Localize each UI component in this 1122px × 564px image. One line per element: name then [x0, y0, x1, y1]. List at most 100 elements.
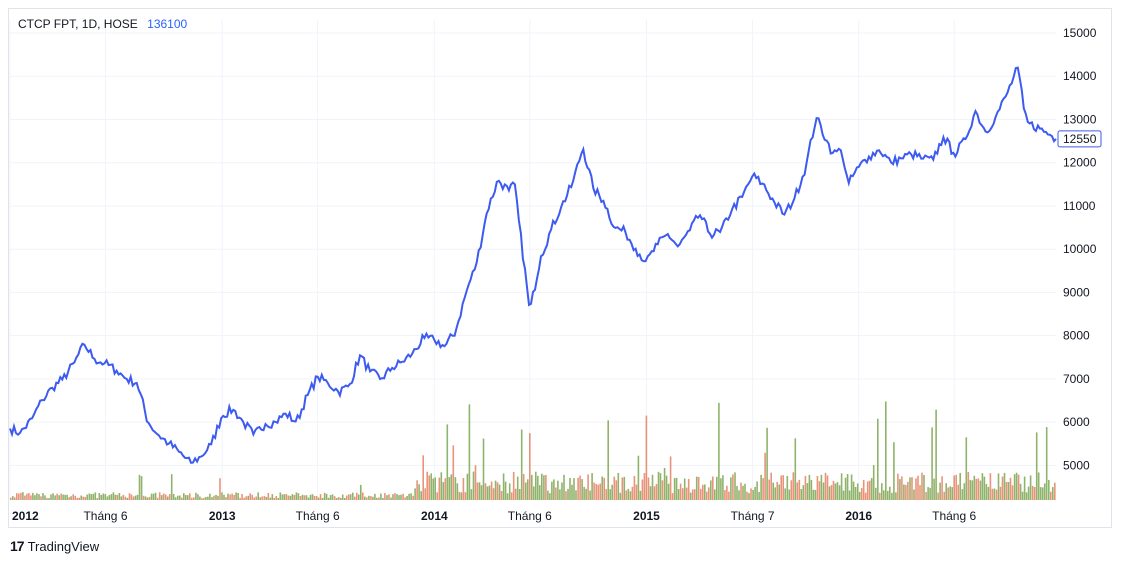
volume-bar	[26, 493, 28, 500]
volume-bar	[187, 495, 189, 500]
volume-bar	[36, 493, 38, 500]
volume-bar	[156, 497, 159, 500]
volume-bar	[221, 492, 223, 500]
volume-bar	[947, 487, 949, 500]
volume-bar	[561, 482, 563, 500]
volume-bar	[303, 495, 306, 500]
volume-bar	[677, 489, 680, 500]
x-tick-label: 2014	[421, 509, 448, 523]
volume-bar	[255, 496, 257, 500]
volume-bar	[1033, 487, 1036, 500]
volume-bar	[259, 497, 261, 500]
volume-bar	[219, 478, 221, 500]
volume-bar	[1021, 491, 1024, 500]
volume-bar	[559, 489, 561, 500]
volume-bar	[794, 438, 797, 500]
volume-bar	[285, 494, 288, 500]
volume-bar	[28, 493, 30, 500]
volume-bar	[979, 480, 982, 500]
volume-bar	[418, 484, 420, 500]
tradingview-brand[interactable]: 17 TradingView	[10, 538, 99, 554]
volume-bar	[209, 493, 211, 500]
volume-bar	[406, 496, 408, 500]
volume-bar	[150, 493, 153, 500]
volume-bar	[430, 473, 432, 500]
volume-bar	[949, 486, 951, 500]
brand-name: TradingView	[27, 538, 100, 554]
volume-bar	[850, 474, 853, 500]
volume-bar	[768, 479, 770, 500]
volume-bar	[486, 486, 489, 500]
volume-bar	[444, 478, 447, 500]
volume-bar	[826, 475, 829, 500]
volume-bar	[174, 497, 177, 500]
volume-bar	[263, 495, 266, 500]
volume-bar	[299, 496, 302, 500]
volume-bar	[108, 495, 111, 500]
volume-bar	[247, 495, 249, 500]
volume-bar	[887, 490, 889, 500]
volume-bar	[512, 472, 515, 500]
volume-bar	[24, 495, 26, 500]
volume-bar	[899, 479, 901, 500]
price-line	[9, 66, 1057, 464]
volume-bar	[603, 477, 605, 500]
volume-bar	[118, 493, 121, 500]
volume-bar	[708, 487, 710, 500]
volume-bar	[144, 496, 147, 500]
volume-bar	[378, 497, 380, 500]
volume-bar	[919, 485, 921, 500]
volume-bar	[846, 474, 849, 500]
y-tick-label: 11000	[1063, 199, 1096, 213]
volume-bar	[233, 494, 235, 500]
volume-bar	[756, 481, 758, 500]
volume-bar	[933, 478, 935, 500]
volume-bar	[211, 497, 213, 500]
volume-bars	[10, 401, 1056, 500]
volume-bar	[989, 473, 992, 500]
volume-bar	[539, 485, 541, 500]
volume-bar	[152, 493, 155, 500]
volume-bar	[545, 474, 547, 500]
x-tick-label: 2012	[12, 509, 39, 523]
volume-bar	[12, 496, 14, 500]
volume-bar	[78, 497, 80, 500]
volume-bar	[832, 480, 835, 500]
volume-bar	[223, 494, 225, 500]
volume-bar	[868, 480, 871, 500]
volume-bar	[301, 494, 304, 500]
volume-bar	[120, 496, 123, 500]
volume-bar	[335, 498, 338, 500]
volume-bar	[58, 495, 60, 500]
volume-bar	[589, 490, 591, 500]
volume-bar	[488, 485, 491, 500]
volume-bar	[116, 494, 119, 500]
volume-bar	[776, 482, 778, 500]
volume-bar	[132, 496, 135, 500]
y-axis: 5000 6000 7000 8000 9000 10000 11000 12000 13000…	[1063, 26, 1097, 472]
volume-bar	[597, 484, 599, 500]
volume-bar	[170, 474, 173, 500]
volume-bar	[420, 491, 422, 500]
volume-bar	[1043, 483, 1046, 500]
volume-bar	[500, 491, 503, 500]
volume-bar	[619, 492, 622, 500]
volume-bar	[959, 472, 961, 500]
volume-bar	[1039, 487, 1042, 500]
volume-bar	[641, 479, 644, 500]
volume-bar	[472, 471, 475, 500]
volume-bar	[585, 488, 587, 500]
y-tick-label: 15000	[1063, 26, 1097, 40]
volume-bar	[76, 497, 78, 500]
volume-bar	[792, 472, 795, 500]
volume-bar	[452, 445, 455, 500]
y-tick-label: 6000	[1063, 415, 1090, 429]
volume-bar	[251, 494, 253, 500]
volume-bar	[527, 479, 529, 500]
volume-bar	[468, 404, 471, 500]
volume-bar	[609, 489, 611, 500]
volume-bar	[412, 495, 414, 500]
volume-bar	[661, 480, 664, 500]
volume-bar	[617, 473, 620, 500]
